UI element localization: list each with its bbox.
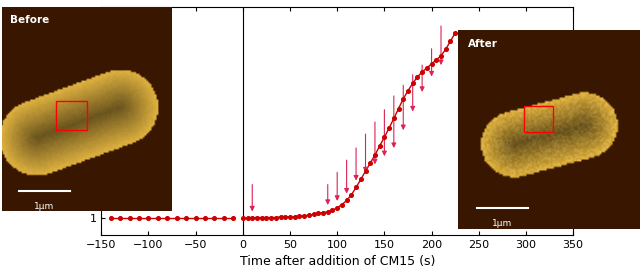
Point (342, 198, 352, 203)
Point (450, 31, 460, 35)
Point (275, 214, 285, 219)
Point (323, 210, 333, 214)
Point (124, 216, 134, 221)
Point (408, 81, 418, 86)
Point (280, 214, 291, 219)
Point (304, 213, 314, 217)
Point (422, 66, 432, 70)
Point (394, 106, 404, 111)
Point (431, 57, 442, 62)
Point (332, 206, 342, 210)
Point (436, 54, 446, 58)
Point (252, 215, 262, 220)
Point (417, 70, 428, 74)
Point (219, 216, 229, 221)
Point (370, 153, 380, 157)
Point (191, 216, 201, 221)
Point (412, 75, 422, 79)
Point (261, 215, 271, 220)
Point (308, 212, 319, 216)
Point (162, 216, 172, 221)
Point (153, 216, 163, 221)
Point (426, 62, 436, 66)
Point (313, 211, 323, 216)
Point (356, 177, 366, 182)
Point (346, 192, 356, 197)
Point (209, 216, 220, 221)
Point (365, 161, 375, 165)
X-axis label: Time after addition of CM15 (s): Time after addition of CM15 (s) (239, 255, 435, 268)
Point (271, 215, 281, 220)
Point (228, 216, 239, 221)
Point (440, 47, 451, 51)
Point (374, 144, 385, 148)
Y-axis label: Roughness (nm): Roughness (nm) (70, 70, 84, 172)
Point (351, 185, 361, 190)
Point (380, 135, 390, 139)
Point (403, 89, 413, 93)
Point (134, 216, 144, 221)
Point (398, 97, 408, 101)
Point (289, 214, 300, 219)
Point (266, 215, 276, 220)
Point (318, 210, 328, 215)
Point (327, 208, 337, 213)
Point (181, 216, 191, 221)
Point (360, 169, 371, 174)
Point (243, 216, 253, 221)
Point (106, 216, 116, 221)
Point (384, 126, 394, 130)
Point (257, 215, 267, 220)
Point (285, 214, 295, 219)
Point (247, 215, 257, 220)
Point (299, 214, 309, 218)
Point (115, 216, 125, 221)
Point (172, 216, 182, 221)
Point (200, 216, 210, 221)
Point (445, 39, 456, 43)
Point (337, 202, 347, 207)
Point (388, 116, 399, 120)
Point (294, 214, 305, 218)
Point (143, 216, 154, 221)
Point (237, 216, 248, 221)
